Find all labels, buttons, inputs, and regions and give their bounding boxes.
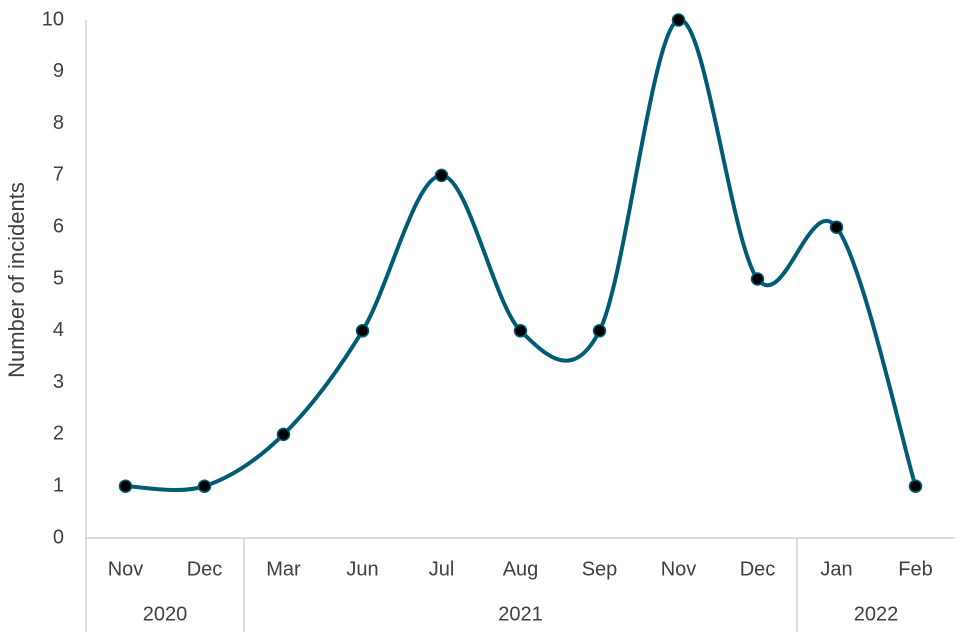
x-group-label: 2021 [498, 603, 543, 625]
y-tick-label: 5 [53, 267, 64, 289]
x-group-label: 2020 [143, 603, 188, 625]
x-tick-label: Nov [108, 558, 144, 580]
marker [592, 324, 607, 338]
x-tick-label: Nov [661, 558, 697, 580]
x-group-label: 2022 [854, 603, 899, 625]
marker [355, 324, 370, 338]
y-tick-label: 3 [53, 371, 64, 393]
x-tick-label: Sep [582, 558, 618, 580]
y-tick-label: 7 [53, 164, 64, 186]
y-tick-label: 1 [53, 474, 64, 496]
y-axis-label: Number of incidents [4, 182, 29, 378]
marker [908, 479, 923, 493]
x-tick-label: Jan [820, 558, 852, 580]
line [125, 18, 918, 493]
marker [671, 13, 686, 27]
x-tick-label: Mar [266, 558, 301, 580]
marker [513, 324, 528, 338]
x-tick-label: Aug [503, 558, 539, 580]
y-tick-label: 9 [53, 60, 64, 82]
y-tick-label: 0 [53, 526, 64, 548]
y-tick-label: 6 [53, 215, 64, 237]
x-tick-label: Dec [740, 558, 776, 580]
marker [276, 427, 291, 442]
x-tick-label: Jun [346, 558, 378, 580]
y-tick-label: 2 [53, 423, 64, 445]
marker [829, 220, 844, 234]
x-tick-label: Feb [898, 558, 932, 580]
y-tick-label: 8 [53, 112, 64, 134]
marker [434, 168, 449, 183]
marker [750, 272, 765, 286]
x-tick-label: Dec [187, 558, 223, 580]
x-tick-label: Jul [429, 558, 455, 580]
marker [118, 479, 133, 493]
y-tick-label: 4 [53, 319, 64, 341]
y-tick-label: 10 [42, 8, 64, 30]
marker [197, 479, 212, 493]
